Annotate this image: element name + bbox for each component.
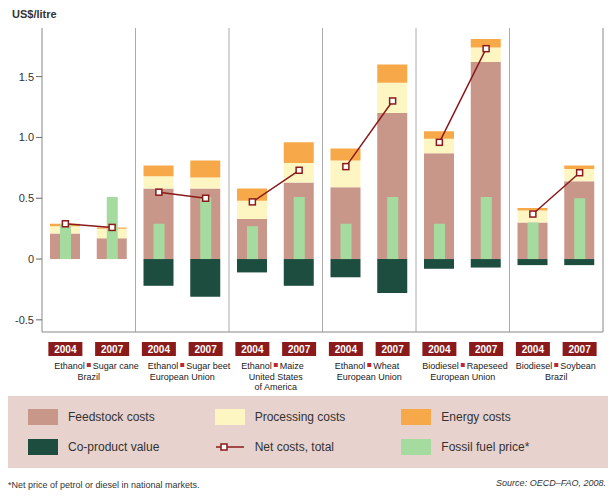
html-text:Energy costs: Energy costs bbox=[441, 410, 511, 424]
svg-text:United States: United States bbox=[249, 372, 304, 382]
svg-text:0: 0 bbox=[28, 253, 34, 265]
html-text:Net costs, total: Net costs, total bbox=[254, 440, 334, 454]
svg-text:1.5: 1.5 bbox=[19, 71, 34, 83]
svg-text:2007: 2007 bbox=[101, 344, 124, 355]
svg-text:Ethanol: Ethanol bbox=[335, 361, 366, 371]
svg-text:Ethanol: Ethanol bbox=[148, 361, 179, 371]
svg-text:Sugar cane: Sugar cane bbox=[93, 361, 139, 371]
svg-text:0.5: 0.5 bbox=[19, 192, 34, 204]
svg-text:Sugar beet: Sugar beet bbox=[186, 361, 231, 371]
svg-text:2004: 2004 bbox=[428, 344, 451, 355]
svg-text:Rapeseed: Rapeseed bbox=[467, 361, 508, 371]
html-text:*Net price of petrol or diesel: *Net price of petrol or diesel in nation… bbox=[8, 480, 200, 490]
svg-text:of America: of America bbox=[254, 382, 297, 392]
html-text:Processing costs: Processing costs bbox=[254, 410, 346, 424]
html-text:Feedstock costs: Feedstock costs bbox=[68, 410, 155, 424]
svg-text:2004: 2004 bbox=[241, 344, 264, 355]
svg-text:European Union: European Union bbox=[337, 372, 402, 382]
html-text:Fossil fuel price*: Fossil fuel price* bbox=[441, 440, 530, 454]
svg-text:European Union: European Union bbox=[430, 372, 495, 382]
svg-text:Biodiesel: Biodiesel bbox=[516, 361, 553, 371]
svg-text:2007: 2007 bbox=[475, 344, 498, 355]
svg-text:Brazil: Brazil bbox=[77, 372, 100, 382]
svg-text:Ethanol: Ethanol bbox=[241, 361, 272, 371]
svg-text:Maize: Maize bbox=[280, 361, 304, 371]
svg-text:2007: 2007 bbox=[382, 344, 405, 355]
svg-text:Brazil: Brazil bbox=[545, 372, 568, 382]
svg-text:Wheat: Wheat bbox=[373, 361, 400, 371]
svg-text:2004: 2004 bbox=[522, 344, 545, 355]
html-text:US$/litre: US$/litre bbox=[12, 8, 57, 20]
svg-text:2004: 2004 bbox=[148, 344, 171, 355]
svg-text:1.0: 1.0 bbox=[19, 131, 34, 143]
svg-text:2004: 2004 bbox=[335, 344, 358, 355]
html-text:Source: OECD–FAO, 2008.: Source: OECD–FAO, 2008. bbox=[496, 478, 606, 488]
svg-text:2007: 2007 bbox=[288, 344, 311, 355]
svg-text:2007: 2007 bbox=[195, 344, 218, 355]
svg-text:Ethanol: Ethanol bbox=[54, 361, 85, 371]
svg-text:Biodiesel: Biodiesel bbox=[422, 361, 459, 371]
svg-text:2004: 2004 bbox=[54, 344, 77, 355]
svg-text:2007: 2007 bbox=[569, 344, 592, 355]
html-text:Co-product value: Co-product value bbox=[68, 440, 160, 454]
svg-text:Soybean: Soybean bbox=[560, 361, 596, 371]
svg-text:-0.5: -0.5 bbox=[15, 314, 34, 326]
svg-text:European Union: European Union bbox=[150, 372, 215, 382]
